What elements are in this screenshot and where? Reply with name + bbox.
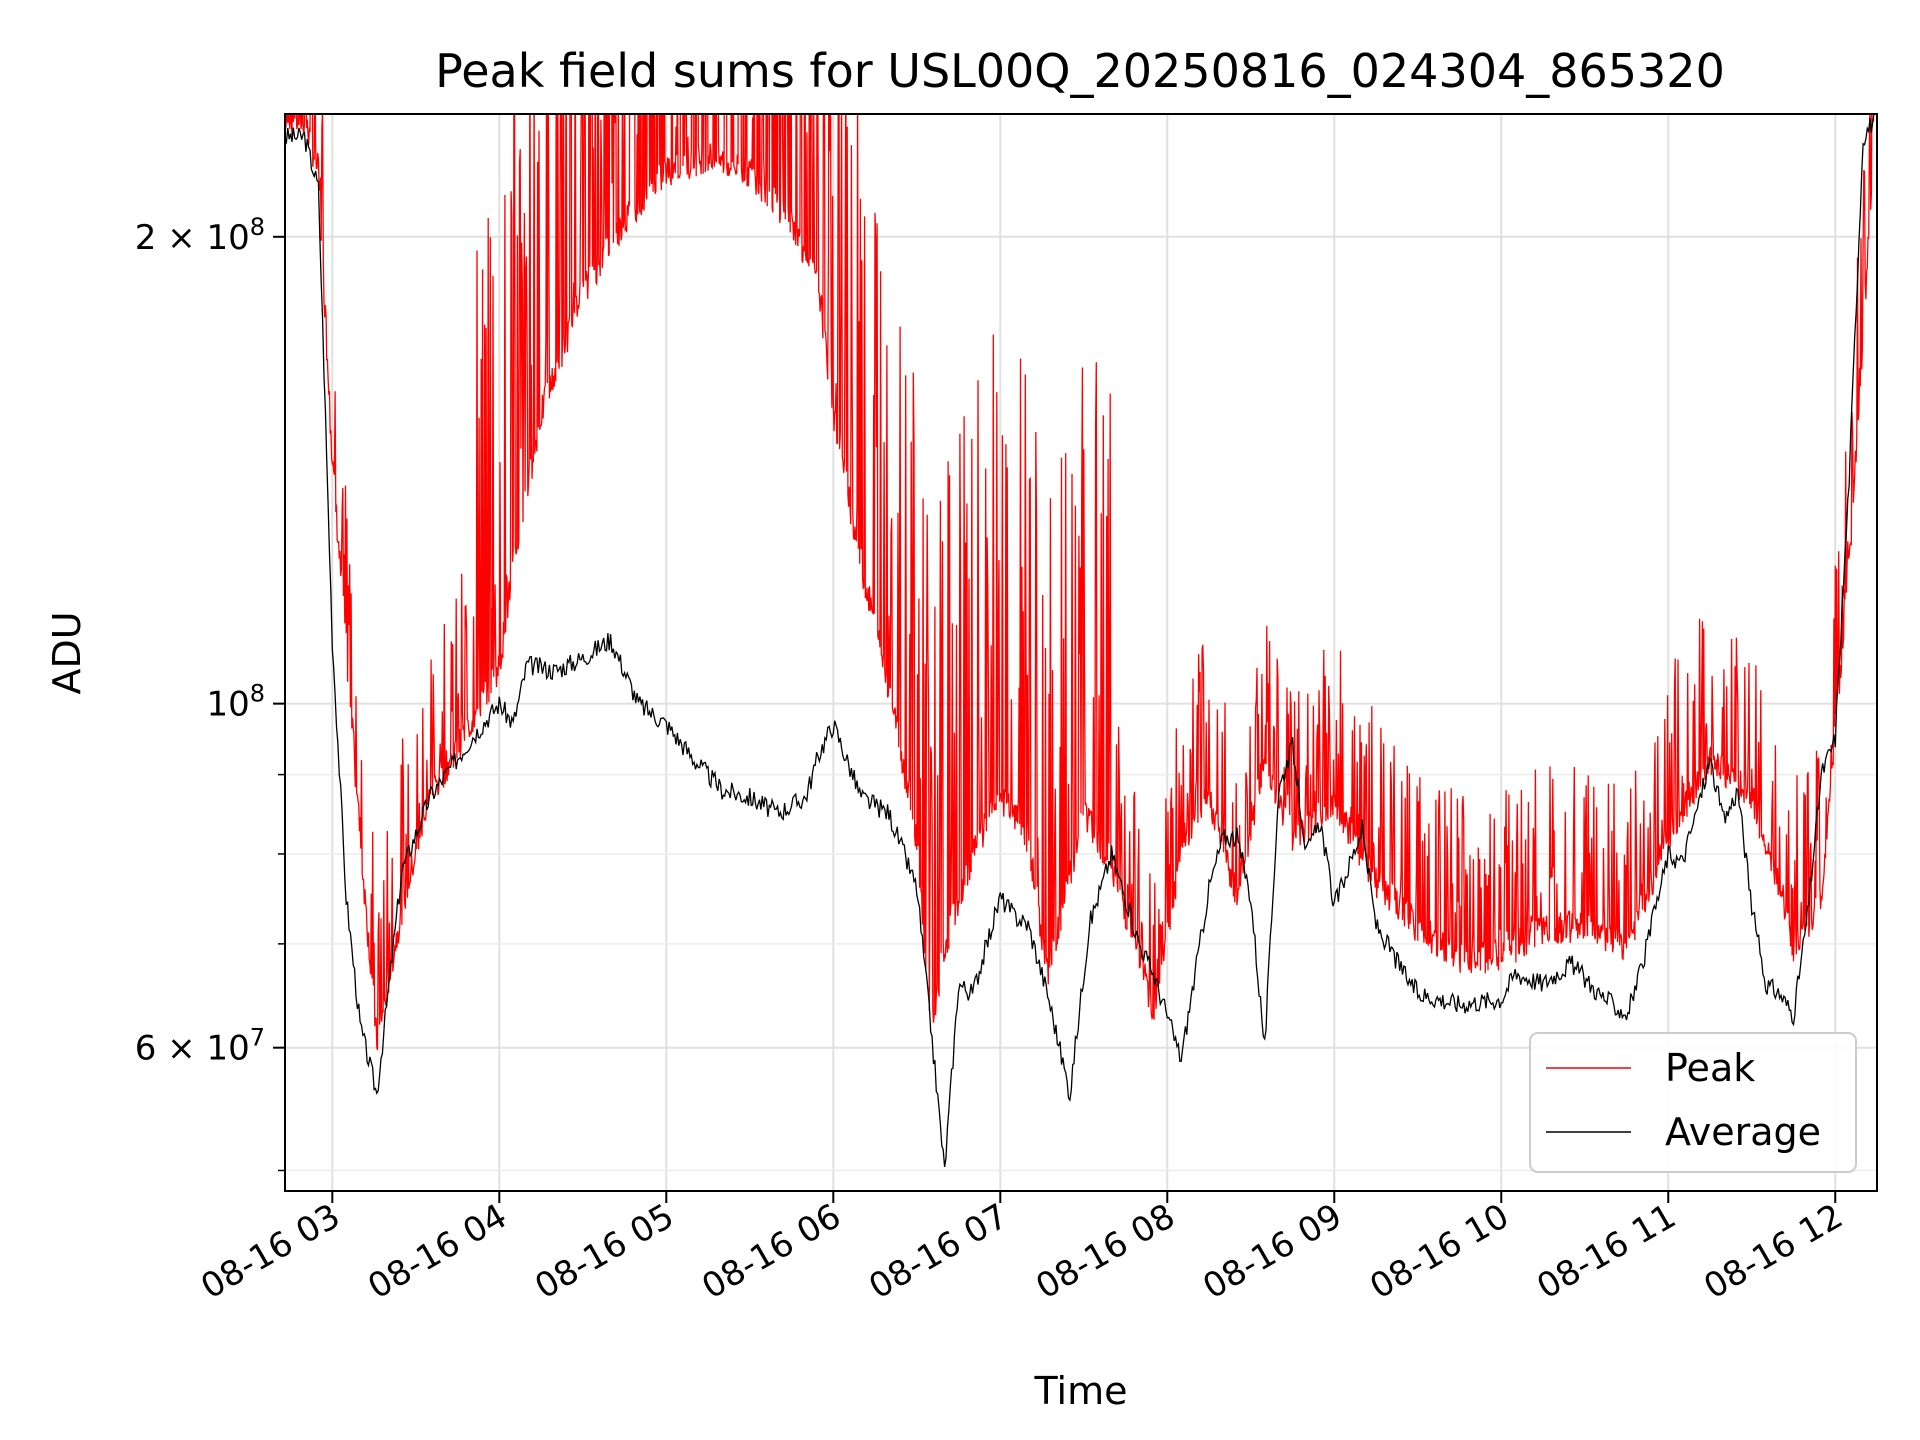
y-axis-label: ADU: [45, 611, 89, 694]
legend-label-peak: Peak: [1665, 1046, 1755, 1090]
series-line-peak: [285, 114, 1875, 1051]
chart-title: Peak field sums for USL00Q_20250816_0243…: [435, 44, 1725, 98]
x-tick-label: 08-16 12: [1697, 1196, 1849, 1307]
x-tick-label: 08-16 09: [1196, 1196, 1348, 1307]
x-tick-label: 08-16 11: [1530, 1196, 1682, 1307]
x-tick-label: 08-16 04: [361, 1196, 513, 1307]
x-tick-label: 08-16 08: [1029, 1196, 1181, 1307]
x-tick-label: 08-16 05: [528, 1196, 680, 1307]
x-tick-label: 08-16 07: [862, 1196, 1014, 1307]
x-tick-label: 08-16 06: [695, 1196, 847, 1307]
y-tick-label: 6 × 107: [135, 1024, 265, 1069]
legend-label-average: Average: [1665, 1110, 1821, 1154]
series-layer: [285, 114, 1875, 1168]
y-axis-ticks: 2 × 108 108 6 × 107: [135, 213, 285, 1172]
x-axis-label: Time: [1034, 1369, 1128, 1413]
y-tick-label: 108: [206, 680, 265, 725]
legend: Peak Average: [1529, 1032, 1857, 1173]
x-tick-label: 08-16 03: [194, 1196, 346, 1307]
x-tick-label: 08-16 10: [1363, 1196, 1515, 1307]
y-tick-label: 2 × 108: [135, 213, 265, 258]
plot-frame: [284, 113, 1878, 1192]
series-line-average: [285, 114, 1875, 1168]
x-axis-ticks: 08-16 03 08-16 04 08-16 05 08-16 06 08-16 07…: [194, 1191, 1850, 1307]
